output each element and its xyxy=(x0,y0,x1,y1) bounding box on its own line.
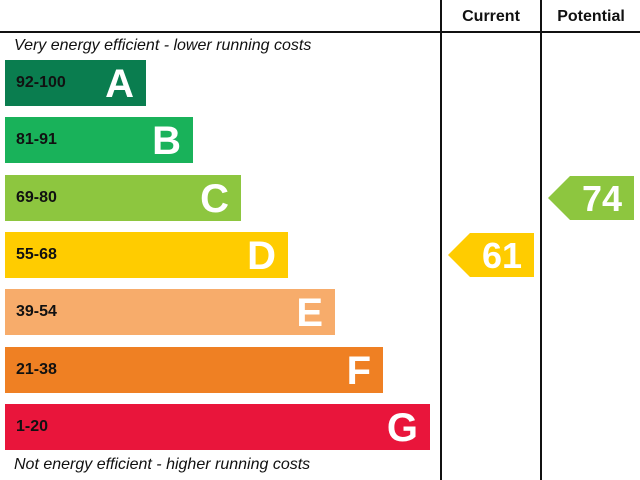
band-range: 21-38 xyxy=(16,361,57,378)
band-f: 21-38 F xyxy=(5,347,383,393)
band-range: 81-91 xyxy=(16,131,57,148)
top-caption: Very energy efficient - lower running co… xyxy=(14,37,312,54)
header-potential: Potential xyxy=(557,8,625,25)
arrow-point xyxy=(548,176,570,220)
arrow-body xyxy=(470,233,534,277)
band-letter: G xyxy=(386,406,418,450)
potential-rating-arrow: 74 xyxy=(548,176,634,220)
band-letter: C xyxy=(200,177,229,221)
band-letter: F xyxy=(346,349,371,393)
band-letter: B xyxy=(152,119,181,163)
band-letter: E xyxy=(296,291,323,335)
header-current: Current xyxy=(462,8,520,25)
band-e: 39-54 E xyxy=(5,289,335,335)
divider-current xyxy=(440,0,442,480)
arrow-value: 74 xyxy=(581,178,623,219)
current-rating-arrow: 61 xyxy=(448,233,534,277)
band-g: 1-20 G xyxy=(5,404,430,450)
band-b: 81-91 B xyxy=(5,117,193,163)
divider-potential xyxy=(540,0,542,480)
band-range: 39-54 xyxy=(16,303,57,320)
band-letter: D xyxy=(247,234,276,278)
bottom-caption: Not energy efficient - higher running co… xyxy=(14,456,311,473)
band-letter: A xyxy=(105,62,134,106)
band-range: 69-80 xyxy=(16,189,57,206)
arrow-body xyxy=(570,176,634,220)
header-rule xyxy=(0,31,640,33)
band-range: 1-20 xyxy=(16,418,49,435)
band-range: 55-68 xyxy=(16,246,57,263)
band-a: 92-100 A xyxy=(5,60,146,106)
arrow-point xyxy=(448,233,470,277)
band-range: 92-100 xyxy=(16,74,66,91)
band-c: 69-80 C xyxy=(5,175,241,221)
band-d: 55-68 D xyxy=(5,232,288,278)
arrow-value: 61 xyxy=(481,235,523,276)
